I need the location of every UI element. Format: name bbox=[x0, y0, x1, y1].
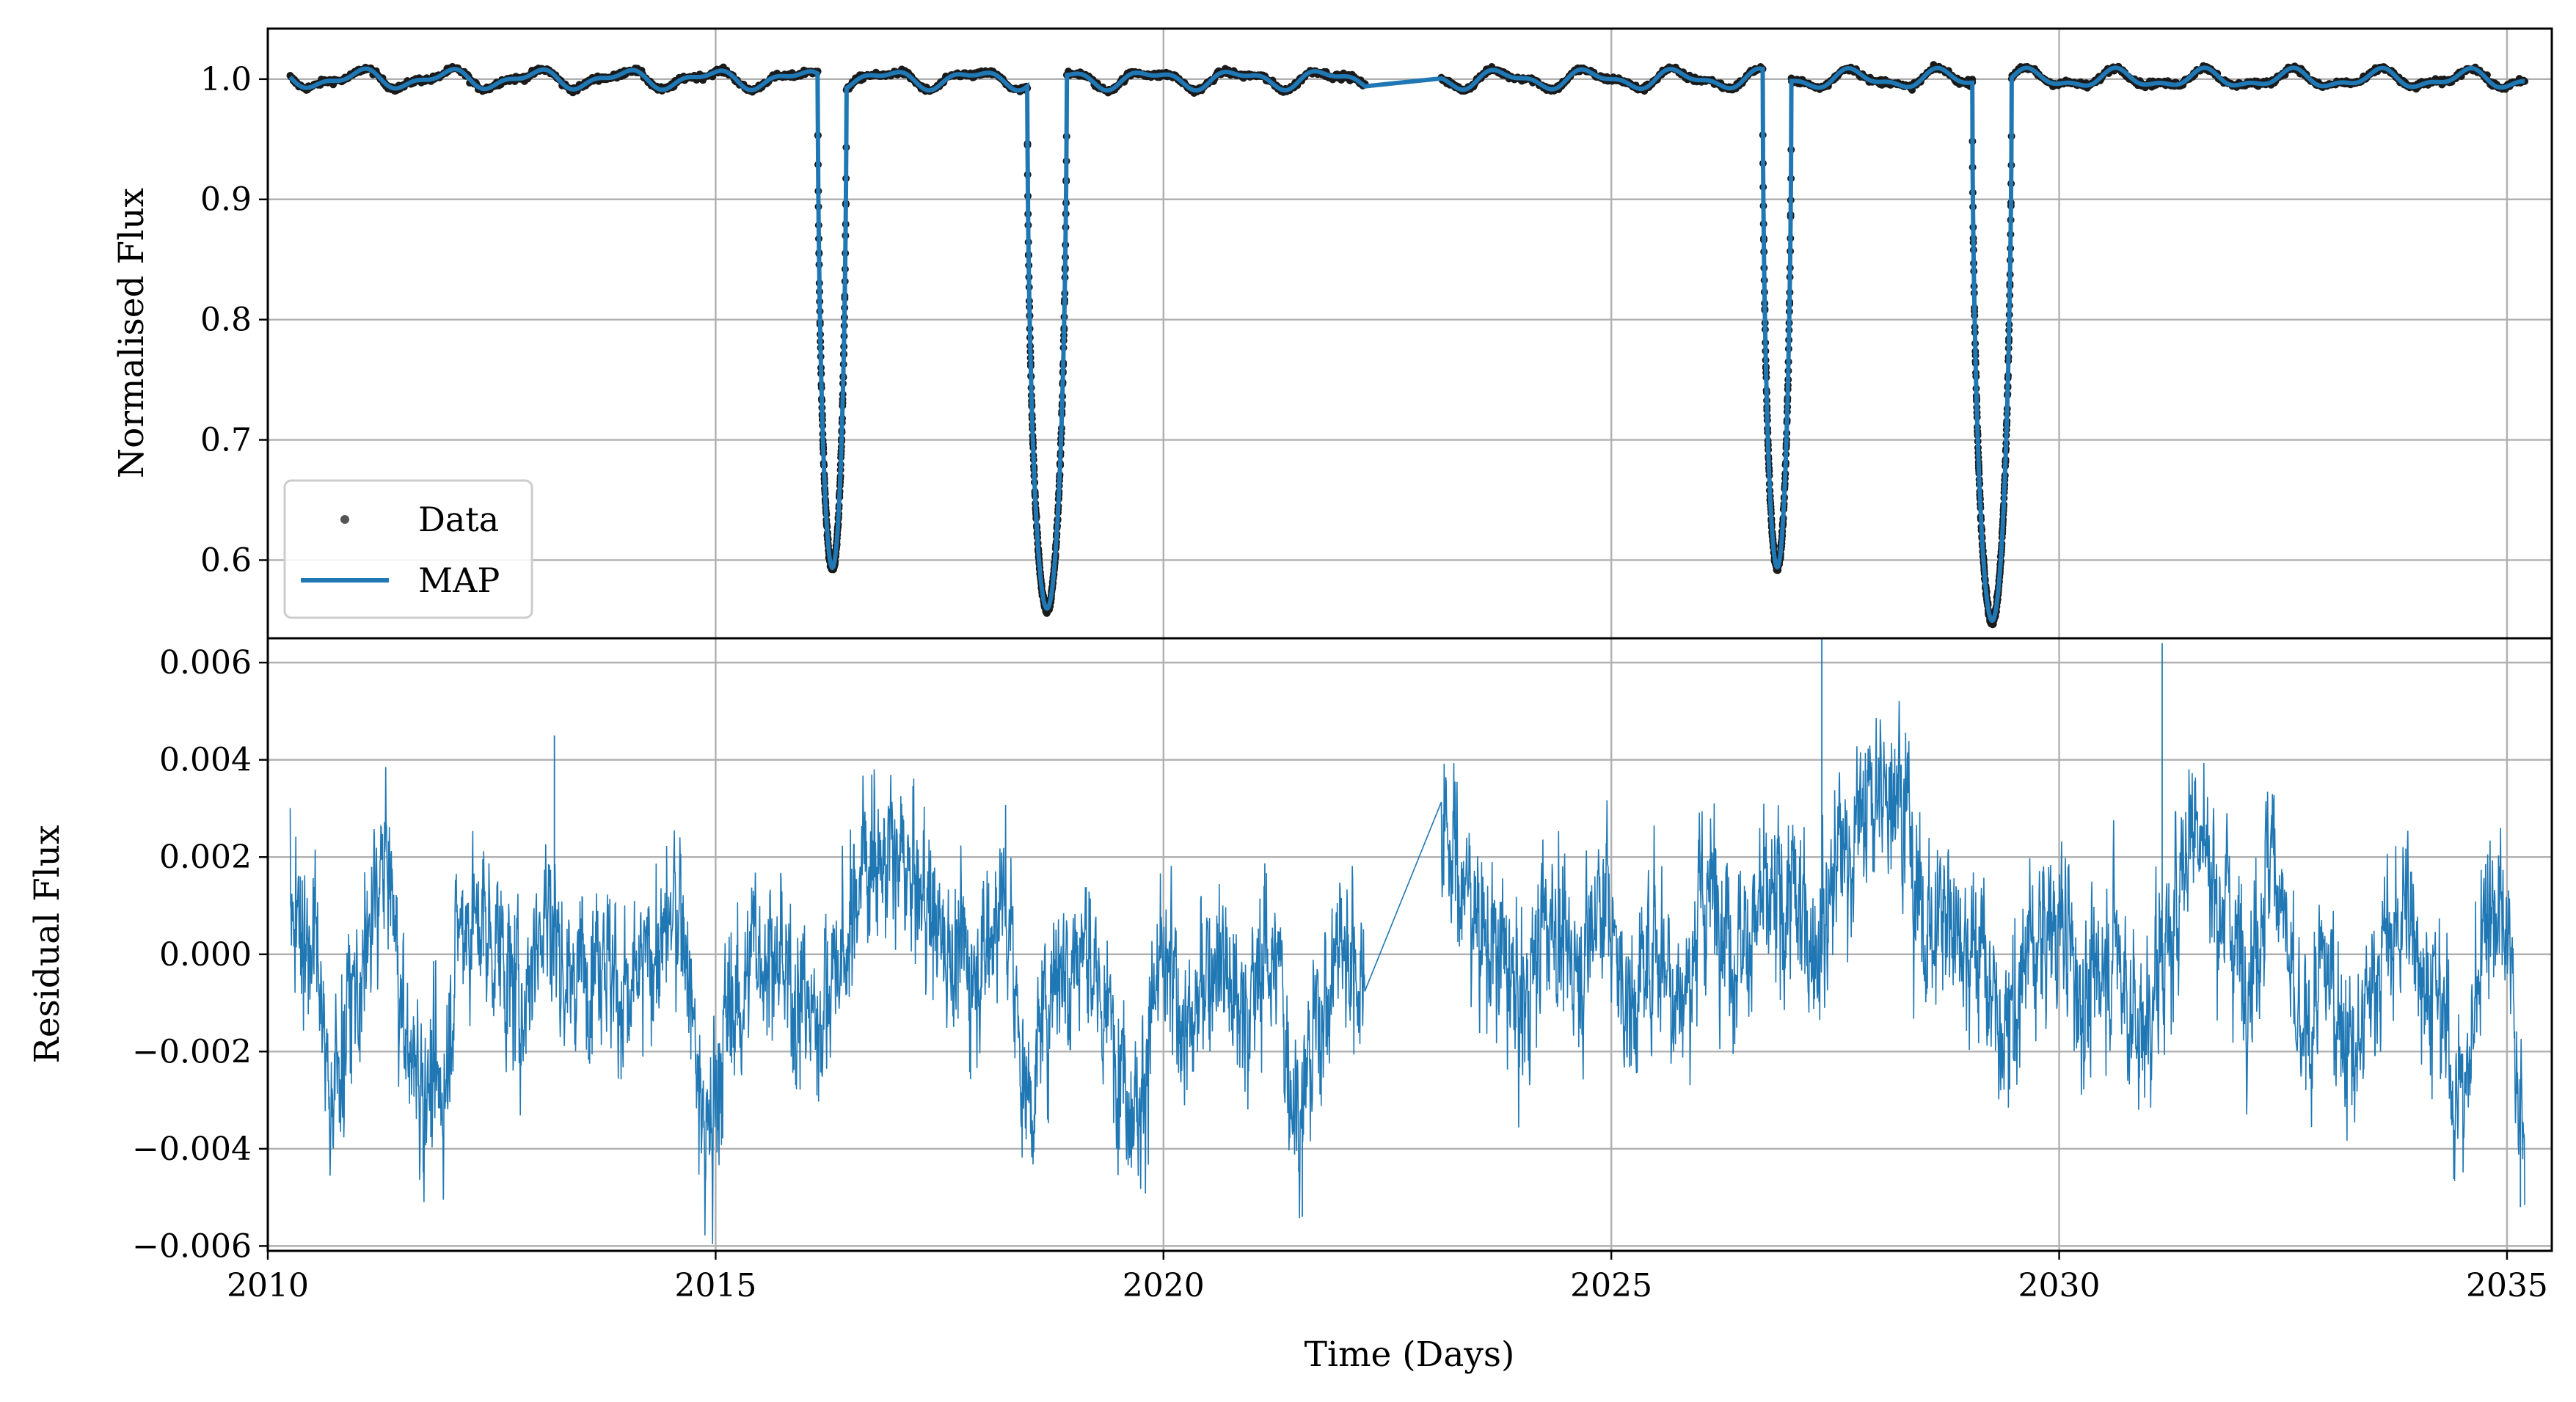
x-tick-label: 2035 bbox=[2466, 1267, 2548, 1304]
bottom-y-tick-label: −0.006 bbox=[132, 1227, 252, 1265]
top-y-tick-label: 0.7 bbox=[200, 422, 252, 459]
x-axis-label: Time (Days) bbox=[1305, 1335, 1515, 1375]
x-tick-label: 2030 bbox=[2018, 1267, 2101, 1304]
bottom-y-tick-label: −0.004 bbox=[132, 1131, 252, 1168]
legend-map-label: MAP bbox=[418, 561, 500, 600]
bottom-y-tick-label: 0.000 bbox=[159, 936, 252, 974]
bottom-y-axis-label: Residual Flux bbox=[27, 825, 67, 1063]
bottom-y-tick-label: 0.002 bbox=[159, 839, 252, 876]
x-tick-label: 2025 bbox=[1570, 1267, 1652, 1304]
x-tick-label: 2020 bbox=[1123, 1267, 1205, 1304]
top-y-tick-label: 0.6 bbox=[200, 541, 252, 579]
x-tick-label: 2015 bbox=[674, 1267, 756, 1304]
legend: Data MAP bbox=[283, 479, 533, 619]
bottom-y-tick-label: −0.002 bbox=[132, 1033, 252, 1070]
top-y-tick-label: 0.9 bbox=[200, 181, 252, 219]
bottom-y-tick-label: 0.004 bbox=[159, 742, 252, 779]
bottom-y-tick-label: 0.006 bbox=[159, 644, 252, 682]
legend-data-marker bbox=[340, 515, 349, 524]
top-y-tick-label: 0.8 bbox=[200, 302, 252, 339]
legend-data-label: Data bbox=[418, 500, 499, 539]
top-y-axis-label: Normalised Flux bbox=[112, 188, 152, 478]
x-tick-label: 2010 bbox=[227, 1267, 309, 1304]
top-y-tick-label: 1.0 bbox=[200, 61, 252, 98]
